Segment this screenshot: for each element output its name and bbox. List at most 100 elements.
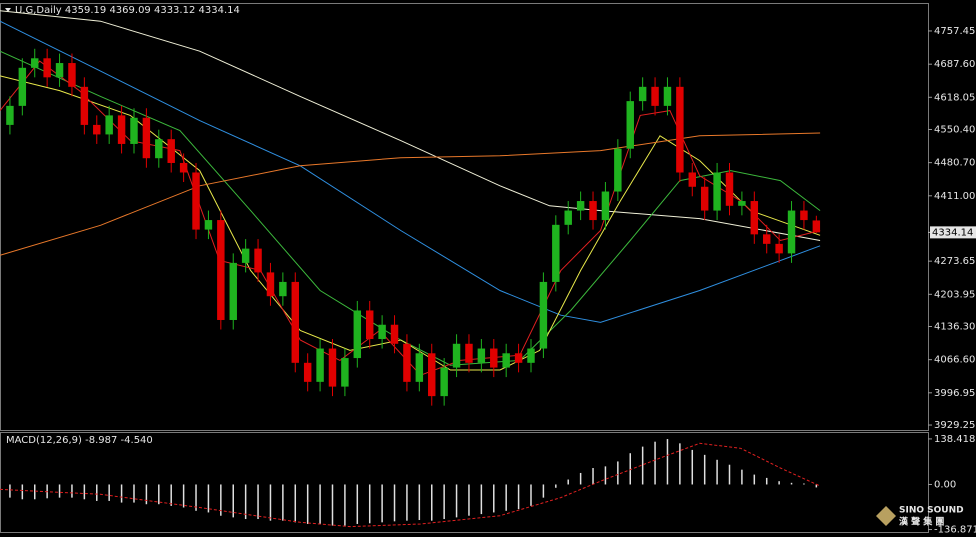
macd-panel-title: MACD(12,26,9) -8.987 -4.540: [6, 435, 153, 446]
candle-body: [43, 58, 51, 78]
moving-average-line: [0, 75, 821, 371]
logo-text: SINO SOUND: [899, 506, 964, 516]
candle-body: [415, 353, 424, 382]
candle-body: [105, 115, 113, 135]
candle-body: [787, 210, 796, 254]
y-tick-label: 4618.05: [934, 92, 975, 103]
candle-body: [638, 86, 647, 102]
y-tick-label: 4757.45: [934, 26, 975, 37]
y-tick-label: 4550.40: [934, 124, 975, 135]
candle-body: [626, 101, 634, 149]
candle-body: [589, 201, 597, 221]
menu-arrow[interactable]: [5, 8, 11, 12]
candle-body: [490, 348, 498, 368]
candle-body: [18, 67, 27, 106]
candle-body: [576, 201, 585, 211]
candle-body: [316, 348, 324, 382]
logo: SINO SOUND 漢 聲 集 團: [876, 506, 964, 528]
candle-body: [539, 281, 548, 349]
candle-body: [676, 86, 684, 173]
candle-body: [254, 248, 262, 273]
logo-icon: [876, 506, 896, 526]
candle-body: [217, 220, 225, 320]
y-tick-label: 4066.60: [934, 355, 975, 366]
y-tick-label: 4273.65: [934, 256, 975, 267]
candle-body: [303, 362, 312, 382]
candle-body: [365, 310, 374, 340]
candle-body: [812, 220, 821, 233]
y-tick-label: 4687.60: [934, 59, 975, 70]
y-tick-label: 3996.95: [934, 388, 975, 399]
candle-body: [390, 324, 399, 344]
candle-body: [651, 86, 659, 106]
moving-average-line: [0, 132, 821, 256]
candle-body: [688, 172, 696, 187]
candle-body: [279, 281, 287, 297]
candle-body: [328, 348, 337, 387]
candle-body: [179, 162, 188, 173]
candle-body: [142, 117, 151, 159]
logo-subtext: 漢 聲 集 團: [899, 516, 944, 528]
candle-body: [564, 210, 572, 225]
y-tick-label: 4136.30: [934, 322, 975, 333]
y-tick-label: 0.00: [934, 479, 956, 490]
candle-body: [700, 186, 709, 211]
candle-body: [130, 117, 138, 144]
y-tick-label: 4203.95: [934, 289, 975, 300]
y-tick-label: 3929.25: [934, 420, 975, 431]
candle-body: [440, 367, 448, 397]
candle-body: [663, 86, 672, 106]
candle-body: [601, 191, 610, 221]
price-panel-frame: [0, 3, 929, 431]
candle-body: [514, 353, 523, 363]
candle-body: [241, 248, 250, 263]
moving-average-line: [0, 50, 821, 366]
candle-body: [477, 348, 486, 363]
y-tick-label: -136.871: [934, 525, 976, 536]
candle-body: [6, 105, 14, 125]
last-price-tag: [930, 226, 976, 239]
candle-body: [266, 272, 275, 297]
candle-body: [378, 324, 386, 340]
candle-body: [204, 220, 213, 230]
candle-body: [353, 310, 362, 359]
candle-body: [452, 343, 461, 368]
candle-body: [155, 139, 163, 159]
candle-body: [93, 124, 101, 135]
macd-signal-line: [0, 442, 821, 528]
candle-body: [80, 86, 89, 125]
candle-body: [403, 343, 411, 382]
price-panel-title: U.G,Daily 4359.19 4369.09 4333.12 4334.1…: [15, 5, 240, 16]
y-tick-label: 138.418: [934, 434, 975, 445]
candle-body: [762, 234, 771, 244]
moving-average-line: [0, 20, 821, 323]
candle-body: [117, 115, 126, 144]
candle-body: [725, 172, 734, 206]
y-tick-label: 4411.00: [934, 191, 975, 202]
candle-body: [229, 262, 237, 320]
candle-body: [775, 243, 783, 254]
candle-body: [750, 201, 759, 235]
candle-body: [502, 353, 510, 368]
y-tick-label: 4480.70: [934, 158, 975, 169]
candle-body: [800, 210, 808, 221]
candle-body: [428, 353, 436, 397]
candle-body: [341, 358, 349, 387]
macd-panel-frame: [0, 432, 929, 533]
candle-body: [55, 63, 64, 78]
moving-average-line: [0, 10, 821, 241]
candle-body: [291, 281, 299, 363]
candle-body: [31, 58, 39, 68]
candle-body: [738, 201, 746, 206]
candle-body: [465, 343, 473, 363]
candle-body: [527, 348, 535, 363]
candle-body: [614, 148, 622, 192]
candle-body: [192, 172, 200, 230]
candle-body: [552, 224, 560, 282]
candle-body: [68, 63, 76, 87]
last-price-label: 4334.14: [932, 227, 973, 238]
candle-body: [713, 172, 721, 211]
candle-body: [167, 139, 175, 163]
